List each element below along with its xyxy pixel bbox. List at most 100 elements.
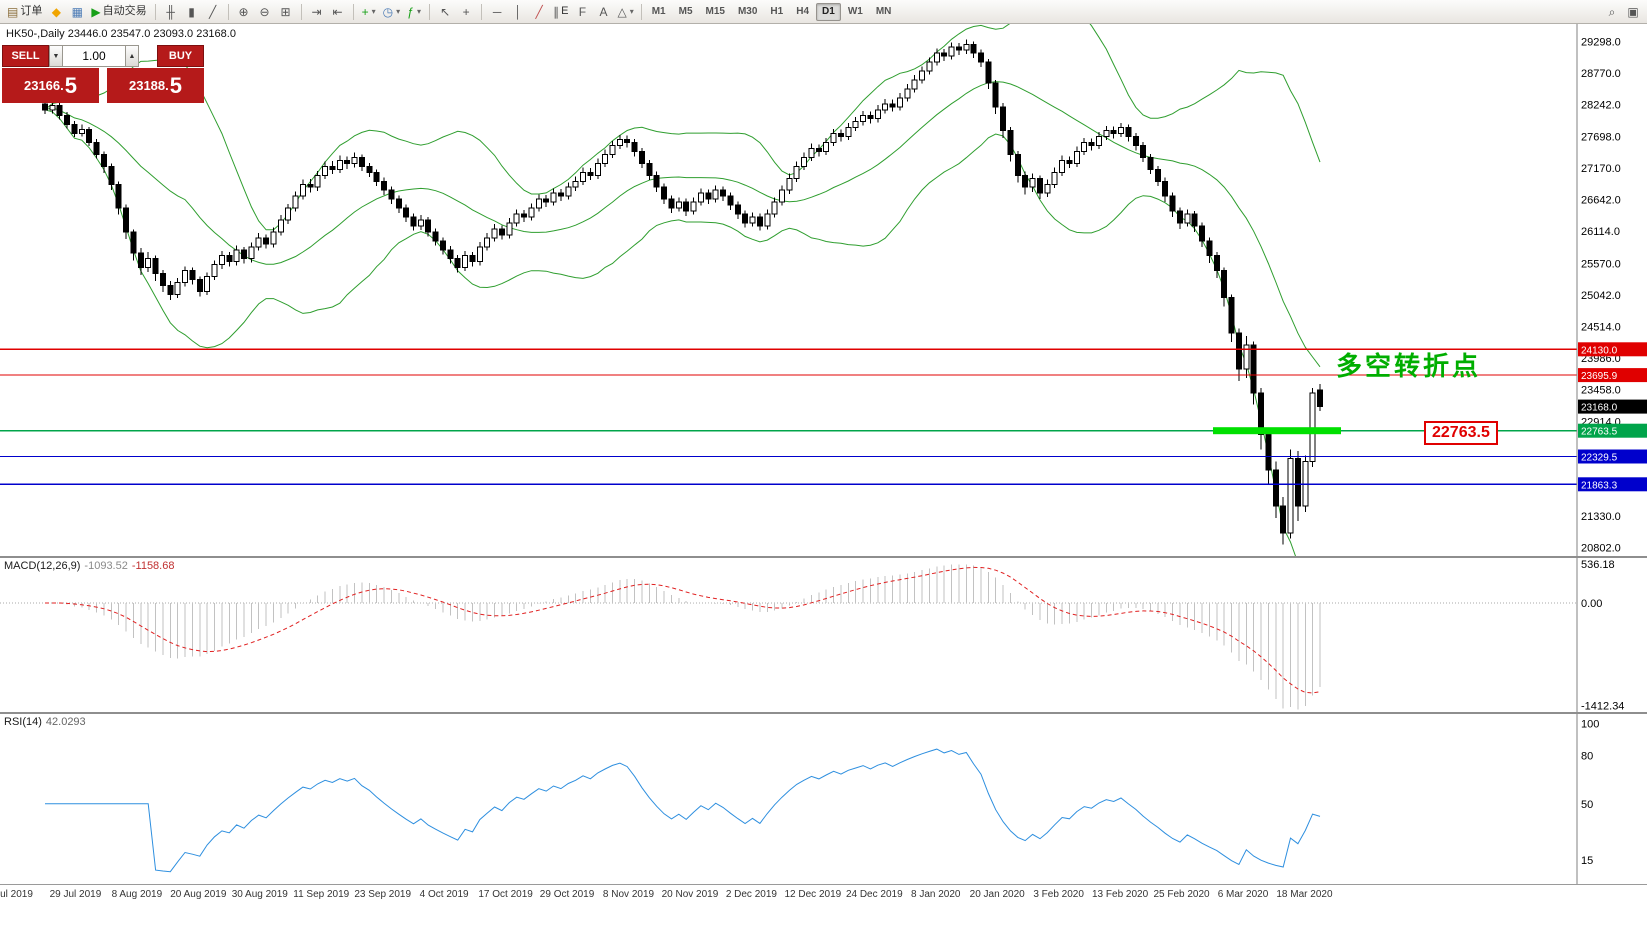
svg-text:15: 15 [1581, 855, 1593, 867]
svg-text:20802.0: 20802.0 [1581, 543, 1621, 555]
zoom-out-icon: ⊖ [259, 4, 270, 19]
timeframe-h4-button[interactable]: H4 [790, 3, 815, 21]
svg-text:50: 50 [1581, 799, 1593, 811]
timeframe-d1-button[interactable]: D1 [816, 2, 841, 21]
x-axis-label: 29 Jul 2019 [49, 889, 102, 900]
svg-text:23168.0: 23168.0 [1581, 403, 1618, 414]
toolbar-left-groups: ▤ 订单 ◆ ▦ ▶ 自动交易 ╫ ▮ ╱ ⊕ ⊖ ⊞ ⇥ ⇤ + ▾ ◷ ▾ ƒ ▾ ↖ + ─ │ ╱ ∥ E F A △ ▾ [4, 2, 637, 22]
data-window-icon: ▣ [1627, 4, 1639, 19]
new-chart-caret-icon[interactable]: ▾ [371, 6, 376, 16]
svg-text:28770.0: 28770.0 [1581, 68, 1621, 80]
volume-decrease-button[interactable]: ▼ [49, 45, 63, 67]
arrow-down-icon: ▼ [52, 52, 60, 60]
svg-text:536.18: 536.18 [1581, 559, 1615, 571]
fibonacci-button[interactable]: F [572, 2, 592, 22]
timeframe-h1-button[interactable]: H1 [764, 3, 789, 21]
x-axis-label: 13 Feb 2020 [1092, 889, 1149, 900]
periods-caret-icon[interactable]: ▾ [396, 6, 401, 16]
timeframe-buttons: M1 M5 M15 M30 H1 H4 D1 W1 MN [646, 2, 898, 21]
mql5-market-button[interactable]: ◆ [46, 2, 66, 22]
svg-text:80: 80 [1581, 751, 1593, 763]
candlestick-type-icon: ▮ [188, 4, 195, 19]
periods-button[interactable]: ◷ ▾ [380, 2, 404, 22]
new-order-button[interactable]: ▤ 订单 [4, 2, 45, 22]
rsi-value: 42.0293 [45, 716, 86, 728]
x-axis-label: 20 Nov 2019 [661, 889, 719, 900]
indicators-caret-icon[interactable]: ▾ [416, 6, 421, 16]
text-button[interactable]: A [593, 2, 613, 22]
vertical-line-button[interactable]: │ [508, 2, 528, 22]
svg-text:23695.9: 23695.9 [1581, 371, 1618, 382]
horizontal-line-button[interactable]: ─ [487, 2, 507, 22]
macd-value-signal: -1158.68 [131, 560, 175, 572]
zoom-in-icon: ⊕ [238, 4, 249, 19]
cursor-button[interactable]: ↖ [435, 2, 455, 22]
buy-button[interactable]: BUY [157, 45, 204, 67]
rsi-panel-canvas[interactable]: 100 80 50 15 [0, 714, 1647, 884]
toolbar-separator [429, 3, 431, 20]
trade-prices-row: 23166. 5 23188. 5 [2, 68, 204, 103]
chart-window-icon: ▦ [71, 4, 84, 19]
timeframe-mn-button[interactable]: MN [870, 3, 898, 21]
buy-price[interactable]: 23188. 5 [107, 68, 204, 103]
sell-button[interactable]: SELL [2, 45, 49, 67]
main-chart-canvas[interactable]: 29298.0 28770.0 28242.0 27698.0 27170.0 26642… [0, 24, 1647, 556]
svg-text:28242.0: 28242.0 [1581, 99, 1621, 111]
autotrading-icon: ▶ [91, 4, 101, 19]
line-chart-type-button[interactable]: ╱ [203, 2, 223, 22]
sell-price[interactable]: 23166. 5 [2, 68, 99, 103]
auto-scroll-icon: ⇥ [311, 4, 322, 19]
macd-panel-canvas[interactable]: 536.18 0.00 -1412.34 [0, 558, 1647, 712]
svg-text:29298.0: 29298.0 [1581, 36, 1621, 48]
toolbar-separator [154, 3, 156, 20]
tile-windows-button[interactable]: ⊞ [276, 2, 296, 22]
autotrading-button[interactable]: ▶ 自动交易 [88, 2, 149, 22]
svg-text:27170.0: 27170.0 [1581, 163, 1621, 175]
search-symbols-button[interactable]: ⌕ [1602, 2, 1622, 22]
rsi-panel-splitter[interactable] [0, 712, 1647, 714]
timeframe-m30-button[interactable]: M30 [732, 3, 763, 21]
equidistant-channel-button[interactable]: ∥ E [550, 2, 571, 22]
crosshair-button[interactable]: + [456, 2, 476, 22]
buy-price-big: 5 [169, 72, 182, 98]
timeframe-m15-button[interactable]: M15 [700, 3, 731, 21]
zoom-out-button[interactable]: ⊖ [255, 2, 275, 22]
x-axis-label: 11 Sep 2019 [293, 889, 350, 900]
svg-text:22329.5: 22329.5 [1581, 453, 1618, 464]
volume-increase-button[interactable]: ▲ [125, 45, 139, 67]
macd-label: MACD(12,26,9) -1093.52 -1158.68 [4, 560, 174, 572]
zoom-in-button[interactable]: ⊕ [234, 2, 254, 22]
arrows-caret-icon[interactable]: ▾ [629, 6, 634, 16]
new-chart-button[interactable]: + ▾ [359, 2, 379, 22]
svg-text:26114.0: 26114.0 [1581, 226, 1620, 238]
periods-icon: ◷ [382, 4, 394, 19]
vertical-line-icon: │ [514, 4, 522, 19]
rsi-name: RSI(14) [4, 716, 42, 728]
timeframe-m1-button[interactable]: M1 [646, 3, 672, 21]
candlestick-type-button[interactable]: ▮ [182, 2, 202, 22]
timeframe-w1-button[interactable]: W1 [842, 3, 869, 21]
price-level-annotation[interactable]: 22763.5 [1424, 421, 1498, 445]
trendline-icon: ╱ [535, 4, 543, 19]
indicators-button[interactable]: ƒ ▾ [404, 2, 424, 22]
chart-window-button[interactable]: ▦ [67, 2, 87, 22]
bar-chart-type-button[interactable]: ╫ [161, 2, 181, 22]
cursor-icon: ↖ [440, 4, 451, 19]
chart-shift-button[interactable]: ⇤ [328, 2, 348, 22]
x-axis-label: 3 Feb 2020 [1033, 889, 1084, 900]
turning-point-annotation[interactable]: 多空转折点 [1336, 351, 1482, 381]
data-window-button[interactable]: ▣ [1623, 2, 1643, 22]
svg-text:100: 100 [1581, 719, 1599, 731]
macd-panel-splitter[interactable] [0, 556, 1647, 558]
trendline-button[interactable]: ╱ [529, 2, 549, 22]
timeframe-m5-button[interactable]: M5 [673, 3, 699, 21]
x-axis-label: Jul 2019 [0, 889, 33, 900]
volume-input[interactable] [63, 45, 125, 67]
x-axis-label: 4 Oct 2019 [419, 889, 469, 900]
x-axis-label: 20 Aug 2019 [170, 889, 227, 900]
x-axis[interactable]: Jul 2019 29 Jul 2019 8 Aug 2019 20 Aug 2019… [0, 885, 1647, 907]
svg-text:24514.0: 24514.0 [1581, 321, 1621, 333]
x-axis-label: 30 Aug 2019 [231, 889, 288, 900]
arrows-button[interactable]: △ ▾ [614, 2, 636, 22]
auto-scroll-button[interactable]: ⇥ [307, 2, 327, 22]
